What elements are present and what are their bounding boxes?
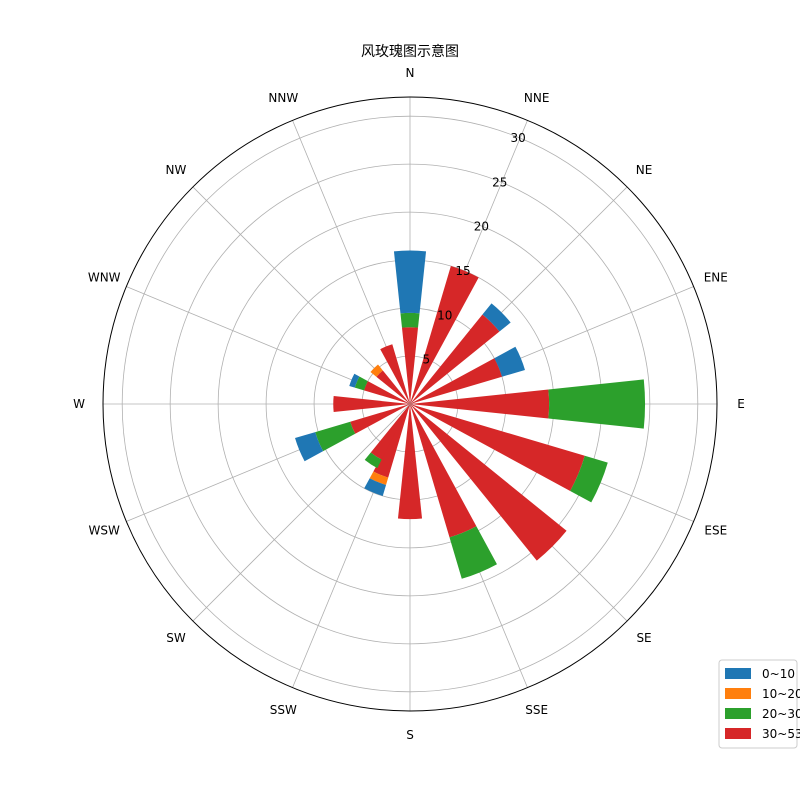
bar-segment [380,344,410,404]
outer-frame [102,96,718,712]
legend-label: 0~10 [762,667,795,681]
bar-segment [570,455,608,503]
grid-spoke [192,186,411,405]
bar-segment [364,452,382,469]
bar-segment [410,358,502,404]
bar-segment [364,381,410,404]
direction-label-nne: NNE [524,91,550,105]
bar-segment [393,250,427,314]
legend-frame [718,659,798,749]
bar-segment [333,395,410,413]
chart-title: 风玫瑰图示意图 [361,43,459,60]
bar-segment [376,370,410,404]
direction-label-ese: ESE [704,524,727,538]
legend-swatch [725,688,751,699]
bar-segment [295,432,324,462]
bar-segment [449,526,497,579]
direction-label-nw: NW [166,163,187,177]
bar-segment [410,389,550,419]
bar-segment [350,404,410,434]
direction-label-wsw: WSW [89,524,120,538]
radial-tick-label: 20 [474,220,489,234]
bar-segment [401,327,419,404]
bar-segment [373,404,410,478]
radial-tick-label: 5 [423,353,431,367]
bar-segment [410,266,479,404]
bar-segment [410,404,567,561]
bar-segment [370,404,410,460]
bar-segment [494,346,525,377]
legend-label: 20~30 [762,707,800,721]
bar-segment [410,404,477,538]
legend-swatch [725,668,751,679]
bar-segment [315,421,356,452]
direction-label-n: N [406,66,415,80]
bar-segment [397,404,423,520]
bar-segment [364,478,387,496]
direction-label-e: E [737,397,745,411]
bar-segment [410,314,500,404]
direction-label-nnw: NNW [268,91,298,105]
bar-segment [482,303,511,332]
direction-label-sse: SSE [525,703,548,717]
bar-segment [370,364,383,377]
radial-tick-label: 30 [510,131,525,145]
grid-spoke [192,403,411,622]
wind-bars [295,250,646,579]
direction-label-sw: SW [166,631,186,645]
radial-tick-label: 10 [437,308,452,322]
radial-tick-label: 25 [492,175,507,189]
direction-label-wnw: WNW [88,270,121,284]
bar-segment [548,379,646,429]
direction-label-w: W [73,397,85,411]
legend: 0~10 10~20 20~30 30~53 [718,659,800,749]
direction-label-ne: NE [636,163,653,177]
legend-swatch [725,728,751,739]
radial-tick-label: 15 [455,264,470,278]
bar-segment [349,373,360,388]
legend-label: 30~53 [762,727,800,741]
legend-label: 10~20 [762,687,800,701]
direction-label-ene: ENE [704,270,728,284]
legend-swatch [725,708,751,719]
bar-segment [410,404,585,491]
direction-label-se: SE [636,631,651,645]
direction-label-s: S [406,728,414,742]
bar-segment [400,312,420,328]
direction-labels: N NNE NE ENE E ESE SE SSE S SSW SW WSW W WNW NW NNW [73,66,745,742]
bar-segment [369,471,389,485]
direction-label-ssw: SSW [270,703,297,717]
radial-tick-labels: 5 10 15 20 25 30 [423,131,526,367]
bar-segment [354,376,368,391]
